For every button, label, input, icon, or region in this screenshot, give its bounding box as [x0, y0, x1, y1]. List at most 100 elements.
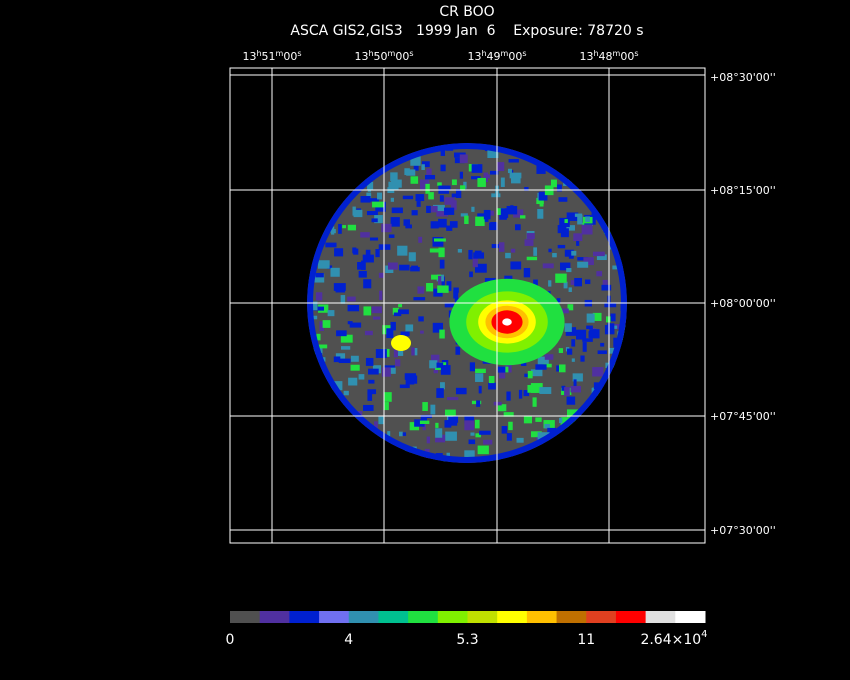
coordinate-frame — [229, 67, 706, 544]
pixel-blob — [555, 273, 567, 283]
pixel-blob — [439, 329, 445, 339]
pixel-blob — [450, 200, 457, 211]
pixel-blob — [419, 179, 430, 190]
pixel-blob — [589, 329, 600, 339]
pixel-blob — [357, 262, 366, 270]
pixel-blob — [476, 400, 481, 407]
pixel-blob — [533, 247, 538, 256]
pixel-blob — [444, 420, 452, 428]
pixel-blob — [544, 354, 554, 360]
pixel-blob — [439, 259, 445, 269]
ra-label-part: 50 — [374, 50, 388, 63]
pixel-blob — [368, 368, 379, 375]
pixel-blob — [548, 248, 552, 253]
pixel-blob — [523, 390, 530, 397]
pixel-blob — [426, 205, 431, 213]
pixel-blob — [566, 396, 576, 405]
pixel-blob — [444, 302, 454, 308]
pixel-blob — [417, 286, 425, 294]
pixel-blob — [464, 420, 475, 431]
colorbar-cell — [259, 611, 290, 623]
pixel-blob — [471, 176, 481, 180]
pixel-blob — [451, 193, 459, 198]
pixel-blob — [570, 385, 582, 393]
pixel-blob — [336, 330, 347, 337]
pixel-blob — [457, 248, 462, 253]
pixel-blob — [516, 437, 524, 443]
pixel-blob — [411, 210, 418, 216]
dec-label: +08°15'00'' — [710, 184, 776, 197]
pixel-blob — [508, 421, 513, 431]
pixel-blob — [447, 397, 459, 401]
pixel-blob — [571, 358, 575, 362]
colorbar-label: 4 — [344, 632, 353, 648]
pixel-blob — [536, 197, 544, 205]
pixel-blob — [439, 195, 444, 202]
pixel-blob — [483, 439, 493, 445]
pixel-blob — [613, 325, 618, 329]
pixel-blob — [435, 437, 446, 443]
pixel-blob — [471, 164, 483, 173]
dec-label: +07°45'00'' — [710, 410, 776, 423]
pixel-blob — [436, 362, 444, 368]
ra-label-part: h — [593, 49, 598, 58]
pixel-blob — [566, 409, 579, 418]
pixel-blob — [577, 257, 589, 261]
ra-label-part: s — [409, 49, 413, 58]
colorbar-cell — [615, 611, 647, 623]
ra-label-part: h — [256, 49, 261, 58]
pixel-blob — [583, 257, 594, 266]
pixel-blob — [397, 245, 408, 256]
pixel-blob — [363, 279, 372, 289]
ra-label-part: h — [481, 49, 486, 58]
pixel-blob — [367, 198, 380, 202]
pixel-blob — [374, 215, 383, 224]
pixel-blob — [372, 316, 381, 320]
pixel-blob — [440, 365, 451, 375]
pixel-blob — [566, 268, 572, 273]
pixel-blob — [550, 179, 557, 188]
pixel-blob — [413, 297, 426, 301]
pixel-blob — [530, 383, 543, 393]
pixel-blob — [463, 181, 467, 189]
pixel-blob — [596, 254, 607, 261]
pixel-blob — [388, 234, 395, 238]
pixel-blob — [431, 205, 438, 213]
pixel-blob — [313, 306, 324, 311]
pixel-blob — [548, 280, 552, 287]
pixel-blob — [397, 309, 409, 315]
colorbar-cell — [556, 611, 587, 623]
pixel-blob — [473, 252, 485, 259]
title: CR BOO — [439, 4, 494, 20]
pixel-blob — [433, 204, 445, 212]
pixel-blob — [479, 430, 491, 435]
pixel-blob — [523, 415, 533, 424]
pixel-blob — [500, 177, 505, 187]
pixel-blob — [567, 348, 573, 355]
pixel-blob — [503, 412, 514, 417]
pixel-blob — [464, 450, 475, 459]
pixel-blob — [607, 323, 615, 333]
pixel-blob — [347, 321, 353, 325]
pixel-blob — [474, 263, 487, 273]
pixel-blob — [455, 387, 467, 395]
pixel-blob — [390, 321, 396, 331]
pixel-blob — [601, 284, 612, 291]
colorbar-cell — [497, 611, 528, 623]
pixel-blob — [474, 419, 480, 429]
pixel-blob — [592, 312, 602, 321]
ra-label: 13h48m00s — [579, 49, 638, 63]
pixel-blob — [411, 347, 415, 356]
pixel-blob — [451, 179, 457, 186]
ra-label-part: s — [634, 49, 638, 58]
pixel-blob — [381, 223, 392, 233]
pixel-blob — [477, 177, 486, 187]
pixel-blob — [404, 168, 410, 176]
pixel-blob — [533, 279, 538, 288]
pixel-blob — [432, 322, 444, 333]
pixel-blob — [363, 404, 374, 411]
pixel-blob — [449, 221, 458, 228]
pixel-blob — [489, 222, 498, 231]
pixel-blob — [330, 229, 336, 234]
